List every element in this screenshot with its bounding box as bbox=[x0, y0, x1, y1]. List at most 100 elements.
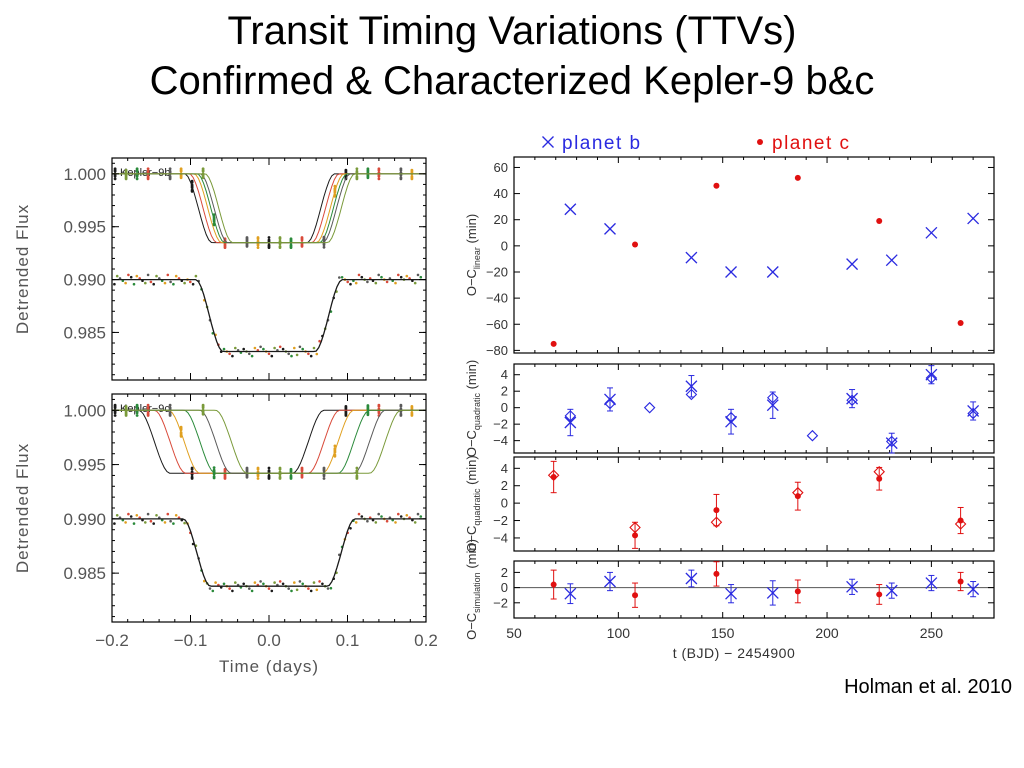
flux-point bbox=[212, 223, 216, 227]
diamond-marker bbox=[725, 411, 737, 424]
flux-point bbox=[357, 273, 361, 277]
flux-point bbox=[208, 587, 212, 590]
flux-point bbox=[322, 474, 326, 478]
flux-point bbox=[149, 519, 153, 523]
flux-point bbox=[377, 405, 381, 408]
flux-point bbox=[344, 414, 348, 417]
flux-point bbox=[256, 246, 260, 250]
flux-point bbox=[405, 274, 409, 278]
flux-point bbox=[203, 579, 206, 583]
flux-point bbox=[416, 273, 420, 277]
dot-marker bbox=[876, 218, 883, 225]
flux-point bbox=[163, 281, 167, 285]
flux-point bbox=[144, 521, 147, 524]
flux-point bbox=[309, 354, 313, 358]
x-stroke bbox=[725, 415, 738, 428]
flux-point bbox=[374, 281, 378, 285]
flux-point bbox=[222, 347, 226, 351]
flux-point bbox=[212, 219, 216, 223]
x-tick-label: 100 bbox=[607, 625, 631, 641]
x-stroke bbox=[925, 577, 938, 589]
flux-point bbox=[394, 281, 397, 285]
dot-marker bbox=[876, 591, 883, 598]
y-tick-label: 2 bbox=[501, 384, 508, 399]
x-stroke bbox=[542, 136, 554, 148]
model-curve-upper-5 bbox=[112, 409, 426, 474]
flux-point bbox=[166, 273, 170, 277]
flux-point bbox=[278, 467, 282, 471]
x-stroke bbox=[766, 586, 779, 599]
flux-point bbox=[300, 238, 304, 242]
flux-point bbox=[267, 352, 271, 356]
y-tick-label: −2 bbox=[493, 595, 508, 610]
flux-point bbox=[312, 581, 316, 584]
oc-panel-2: 4 20 −2−4 O−Cquadratic (min) bbox=[464, 360, 995, 457]
flux-point bbox=[312, 346, 316, 350]
flux-point bbox=[169, 519, 172, 523]
flux-point bbox=[344, 171, 348, 175]
flux-point bbox=[355, 172, 359, 176]
flux-point bbox=[113, 177, 117, 181]
flux-point bbox=[256, 474, 260, 478]
x-tick-label: 150 bbox=[711, 625, 735, 641]
flux-point bbox=[183, 521, 186, 525]
x-stroke bbox=[925, 226, 938, 239]
flux-point bbox=[129, 275, 133, 279]
flux-point bbox=[248, 587, 251, 590]
x-marker bbox=[685, 251, 698, 264]
flux-point bbox=[413, 521, 417, 524]
flux-point bbox=[135, 169, 139, 173]
flux-point bbox=[124, 414, 128, 417]
flux-point bbox=[289, 477, 293, 480]
flux-point bbox=[399, 405, 403, 408]
x-marker bbox=[885, 254, 898, 267]
title-line-1: Transit Timing Variations (TTVs) bbox=[227, 9, 797, 53]
diamond-marker bbox=[806, 429, 819, 442]
flux-point bbox=[366, 176, 370, 180]
x-marker bbox=[604, 222, 616, 235]
flux-point bbox=[399, 173, 403, 177]
x-tick-label: −0.1 bbox=[174, 631, 208, 650]
flux-point bbox=[385, 280, 389, 284]
diamond-marker bbox=[885, 435, 898, 448]
flux-point bbox=[399, 275, 403, 279]
diamond-marker bbox=[710, 516, 723, 529]
model-curve-upper-2 bbox=[112, 173, 426, 244]
panel-frame bbox=[111, 157, 427, 381]
y-axis-label: O−Cquadratic (min) bbox=[464, 360, 482, 457]
panel-frame bbox=[513, 156, 995, 354]
y-tick-label: 0.985 bbox=[63, 323, 106, 342]
flux-point bbox=[419, 515, 423, 518]
y-tick-label: −40 bbox=[486, 291, 508, 306]
flux-point bbox=[329, 586, 333, 590]
flux-point bbox=[355, 466, 359, 470]
flux-point bbox=[413, 281, 417, 285]
panel-frame bbox=[513, 363, 995, 454]
panel-frame bbox=[513, 560, 995, 619]
flux-point bbox=[287, 352, 291, 356]
flux-point bbox=[115, 274, 119, 278]
flux-point bbox=[190, 190, 194, 193]
flux-point bbox=[259, 580, 262, 583]
flux-point bbox=[129, 515, 133, 518]
flux-point bbox=[267, 466, 271, 470]
flux-point bbox=[298, 580, 302, 583]
flux-point bbox=[366, 413, 370, 417]
flux-point bbox=[179, 428, 183, 432]
y-tick-label: −2 bbox=[493, 513, 508, 528]
model-curve-upper-6 bbox=[112, 409, 426, 474]
flux-point bbox=[113, 282, 116, 286]
flux-point bbox=[191, 282, 195, 286]
flux-point bbox=[267, 246, 271, 250]
x-stroke bbox=[564, 416, 577, 429]
flux-point bbox=[394, 521, 397, 524]
dot-marker bbox=[713, 570, 720, 577]
flux-point bbox=[124, 177, 128, 181]
flux-point bbox=[201, 412, 205, 416]
flux-point bbox=[300, 475, 304, 479]
flux-point bbox=[124, 281, 127, 285]
flux-point bbox=[397, 273, 400, 277]
flux-point bbox=[273, 346, 276, 350]
flux-point bbox=[360, 515, 364, 518]
x-marker bbox=[685, 572, 698, 585]
